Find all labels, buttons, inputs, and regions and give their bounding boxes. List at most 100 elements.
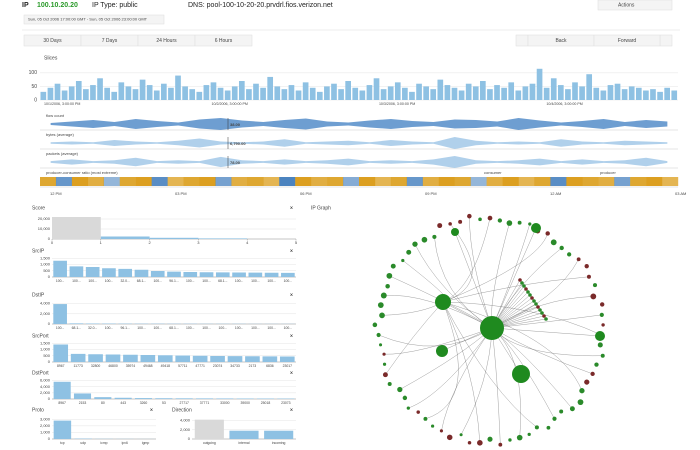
bar[interactable] bbox=[264, 430, 294, 439]
bar[interactable] bbox=[262, 356, 278, 362]
bar[interactable] bbox=[229, 430, 259, 439]
bar[interactable] bbox=[118, 268, 133, 277]
graph-node[interactable] bbox=[584, 379, 590, 385]
graph-node[interactable] bbox=[550, 239, 557, 246]
range-button-label[interactable]: 7 Days bbox=[102, 38, 118, 44]
graph-node[interactable] bbox=[382, 372, 388, 378]
graph-node[interactable] bbox=[498, 442, 503, 447]
graph-node[interactable] bbox=[379, 312, 385, 319]
graph-node[interactable] bbox=[601, 323, 605, 327]
panel-icon[interactable]: × bbox=[290, 333, 293, 339]
bar[interactable] bbox=[70, 353, 86, 362]
graph-node[interactable] bbox=[579, 388, 585, 394]
bar[interactable] bbox=[94, 397, 112, 399]
range-button-label[interactable]: 30 Days bbox=[43, 38, 62, 44]
graph-node[interactable] bbox=[520, 281, 524, 285]
graph-node[interactable] bbox=[536, 305, 540, 309]
nav-button-label[interactable]: Back bbox=[555, 38, 567, 44]
graph-node[interactable] bbox=[567, 252, 572, 257]
graph-node[interactable] bbox=[559, 245, 564, 251]
bar[interactable] bbox=[53, 304, 67, 324]
graph-node[interactable] bbox=[559, 409, 564, 414]
graph-node[interactable] bbox=[421, 236, 428, 243]
bar[interactable] bbox=[195, 398, 214, 399]
bar[interactable] bbox=[215, 272, 230, 277]
graph-node[interactable] bbox=[439, 429, 444, 433]
graph-node[interactable] bbox=[390, 263, 396, 269]
graph-node[interactable] bbox=[372, 322, 378, 328]
panel-icon[interactable]: × bbox=[290, 292, 293, 298]
bar[interactable] bbox=[102, 268, 116, 277]
range-button-label[interactable]: 6 Hours bbox=[215, 38, 233, 44]
bar[interactable] bbox=[194, 419, 224, 439]
bar[interactable] bbox=[281, 272, 295, 277]
graph-node[interactable] bbox=[590, 371, 595, 377]
graph-node[interactable] bbox=[379, 343, 383, 347]
graph-node[interactable] bbox=[436, 345, 448, 357]
bar[interactable] bbox=[134, 398, 153, 399]
graph-node[interactable] bbox=[397, 386, 403, 393]
actions-label[interactable]: Actions bbox=[618, 2, 635, 8]
bar[interactable] bbox=[53, 381, 71, 399]
bar[interactable] bbox=[53, 260, 67, 277]
icon-button[interactable] bbox=[659, 34, 673, 47]
bar[interactable] bbox=[85, 267, 100, 277]
graph-node[interactable] bbox=[401, 258, 405, 263]
graph-node[interactable] bbox=[531, 223, 541, 233]
graph-node[interactable] bbox=[599, 302, 605, 307]
bar[interactable] bbox=[114, 397, 132, 399]
bar[interactable] bbox=[88, 354, 103, 362]
graph-node[interactable] bbox=[437, 223, 443, 229]
bar[interactable] bbox=[192, 355, 208, 362]
graph-node[interactable] bbox=[569, 406, 575, 412]
graph-node[interactable] bbox=[458, 219, 463, 224]
graph-hub[interactable] bbox=[480, 316, 504, 340]
panel-icon[interactable]: × bbox=[290, 248, 293, 254]
bar[interactable] bbox=[69, 266, 84, 277]
graph-node[interactable] bbox=[530, 296, 534, 300]
graph-node[interactable] bbox=[534, 425, 539, 430]
graph-node[interactable] bbox=[497, 218, 503, 223]
graph-node[interactable] bbox=[518, 278, 522, 282]
bar[interactable] bbox=[167, 271, 181, 277]
bar[interactable] bbox=[140, 355, 156, 362]
graph-node[interactable] bbox=[597, 342, 603, 348]
graph-node[interactable] bbox=[512, 365, 530, 383]
range-button-label[interactable]: 24 Hours bbox=[156, 38, 177, 44]
graph-node[interactable] bbox=[542, 314, 546, 318]
graph-node[interactable] bbox=[459, 433, 463, 437]
bar[interactable] bbox=[183, 272, 198, 277]
nav-button[interactable] bbox=[593, 34, 661, 47]
bar[interactable] bbox=[210, 356, 225, 362]
bar[interactable] bbox=[279, 356, 295, 363]
graph-node[interactable] bbox=[431, 424, 435, 428]
graph-node[interactable] bbox=[595, 331, 605, 341]
graph-node[interactable] bbox=[435, 294, 451, 310]
graph-node[interactable] bbox=[380, 292, 387, 299]
bar[interactable] bbox=[199, 272, 214, 277]
actions-button[interactable] bbox=[597, 0, 673, 11]
graph-node[interactable] bbox=[532, 299, 536, 303]
bar[interactable] bbox=[232, 272, 246, 278]
graph-node[interactable] bbox=[387, 381, 392, 386]
graph-node[interactable] bbox=[382, 362, 387, 366]
graph-node[interactable] bbox=[528, 222, 532, 226]
bar[interactable] bbox=[245, 356, 260, 362]
bar[interactable] bbox=[155, 398, 173, 399]
graph-node[interactable] bbox=[590, 293, 597, 300]
bar[interactable] bbox=[157, 355, 173, 362]
bar[interactable] bbox=[150, 271, 165, 277]
bar[interactable] bbox=[248, 272, 263, 277]
bar[interactable] bbox=[73, 393, 92, 399]
bar[interactable] bbox=[264, 272, 279, 277]
bar[interactable] bbox=[53, 420, 72, 439]
graph-node[interactable] bbox=[386, 272, 393, 279]
bar[interactable] bbox=[53, 344, 69, 363]
graph-node[interactable] bbox=[487, 436, 493, 442]
graph-node[interactable] bbox=[451, 228, 459, 236]
panel-icon[interactable]: × bbox=[150, 407, 153, 413]
graph-node[interactable] bbox=[406, 249, 412, 255]
graph-node[interactable] bbox=[522, 284, 526, 288]
time-range-box[interactable] bbox=[23, 14, 165, 25]
nav-button-label[interactable]: Forward bbox=[618, 38, 637, 44]
